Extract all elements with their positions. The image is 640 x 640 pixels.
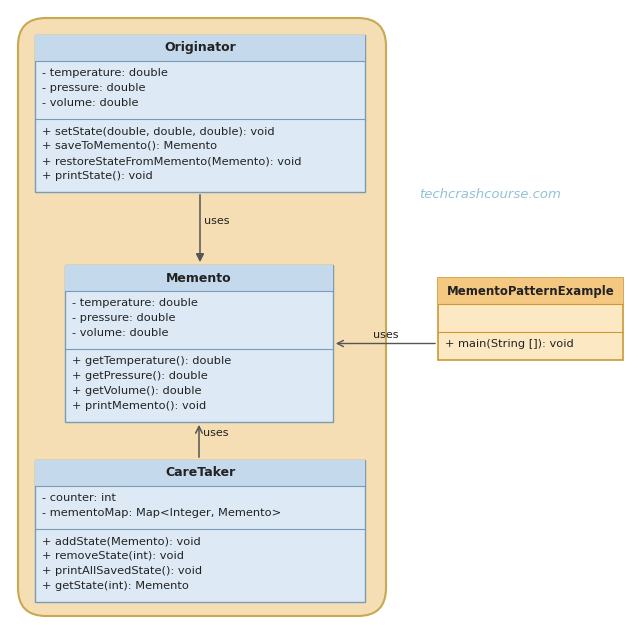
Text: Memento: Memento: [166, 271, 232, 285]
Text: + getState(int): Memento: + getState(int): Memento: [42, 581, 189, 591]
Text: - pressure: double: - pressure: double: [42, 83, 145, 93]
Text: + printState(): void: + printState(): void: [42, 171, 153, 181]
Text: techcrashcourse.com: techcrashcourse.com: [419, 189, 561, 202]
Text: MementoPatternExample: MementoPatternExample: [447, 285, 614, 298]
Text: + saveToMemento(): Memento: + saveToMemento(): Memento: [42, 141, 217, 151]
Bar: [35, 460, 365, 602]
Text: + printMemento(): void: + printMemento(): void: [72, 401, 206, 411]
Bar: [35, 460, 365, 486]
FancyBboxPatch shape: [18, 18, 386, 616]
Text: - temperature: double: - temperature: double: [42, 68, 168, 78]
Text: + addState(Memento): void: + addState(Memento): void: [42, 536, 201, 546]
Text: + getTemperature(): double: + getTemperature(): double: [72, 356, 231, 366]
Text: - mementoMap: Map<Integer, Memento>: - mementoMap: Map<Integer, Memento>: [42, 508, 281, 518]
Text: uses: uses: [204, 216, 230, 225]
Bar: [35, 35, 365, 192]
Text: + restoreStateFromMemento(Memento): void: + restoreStateFromMemento(Memento): void: [42, 156, 301, 166]
Text: + main(String []): void: + main(String []): void: [445, 339, 573, 349]
Text: Originator: Originator: [164, 42, 236, 54]
Bar: [35, 35, 365, 61]
Bar: [65, 265, 333, 422]
Text: - pressure: double: - pressure: double: [72, 313, 175, 323]
Text: - volume: double: - volume: double: [42, 98, 138, 108]
Text: uses: uses: [203, 428, 228, 438]
Text: uses: uses: [372, 330, 398, 339]
Text: + getPressure(): double: + getPressure(): double: [72, 371, 208, 381]
Bar: [438, 278, 623, 304]
Text: + removeState(int): void: + removeState(int): void: [42, 551, 184, 561]
Bar: [65, 265, 333, 291]
Text: + printAllSavedState(): void: + printAllSavedState(): void: [42, 566, 202, 576]
Bar: [438, 278, 623, 360]
Text: + setState(double, double, double): void: + setState(double, double, double): void: [42, 126, 275, 136]
Text: - temperature: double: - temperature: double: [72, 298, 198, 308]
Text: + getVolume(): double: + getVolume(): double: [72, 386, 202, 396]
Text: - volume: double: - volume: double: [72, 328, 168, 338]
Text: - counter: int: - counter: int: [42, 493, 116, 503]
Text: CareTaker: CareTaker: [165, 467, 235, 479]
